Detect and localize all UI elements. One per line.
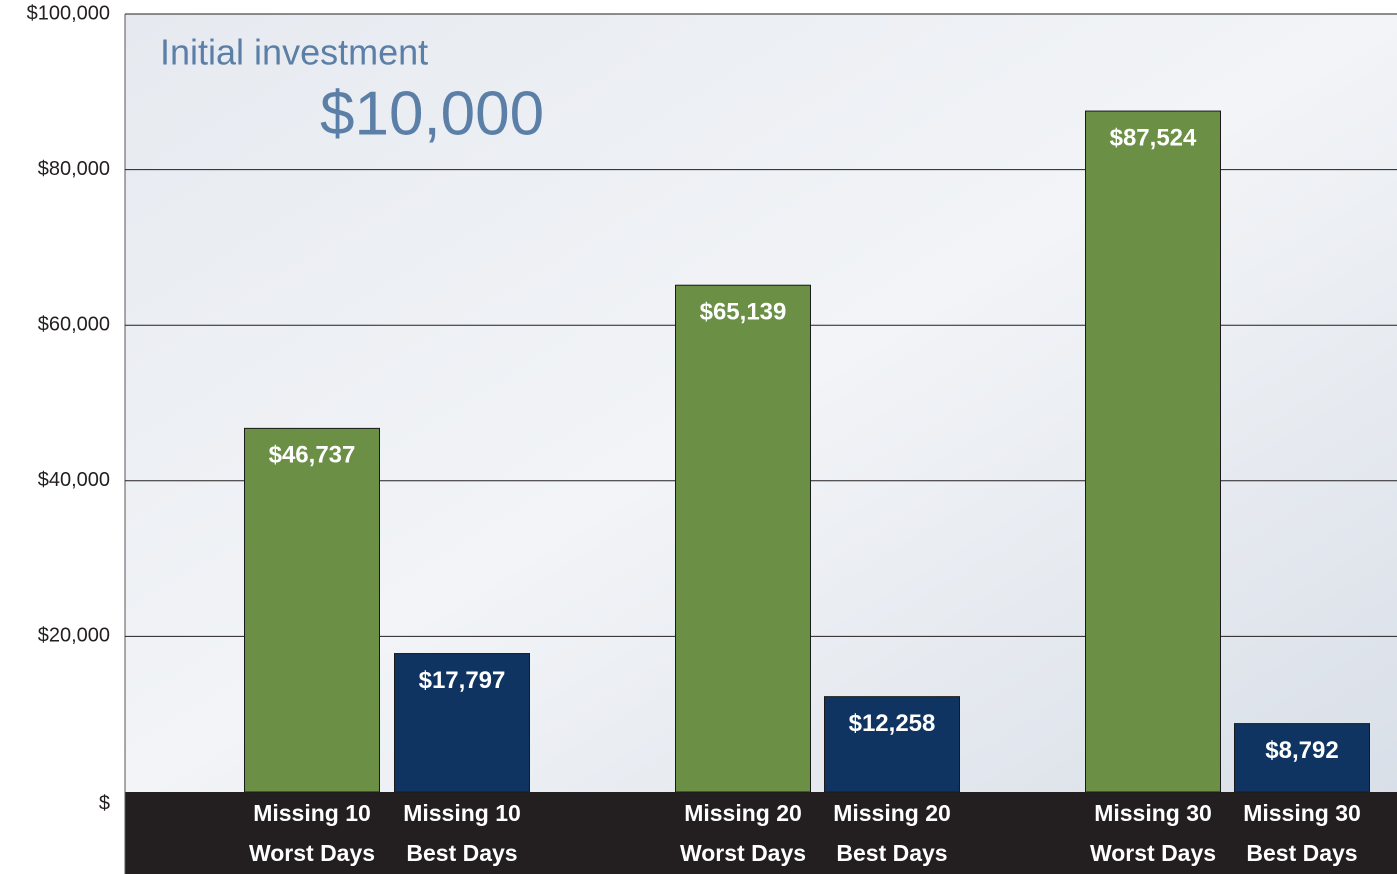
annotation: $10,000 bbox=[320, 79, 544, 148]
x-tick-label: Best Days bbox=[836, 840, 947, 866]
bar bbox=[244, 427, 380, 793]
data-label: $17,797 bbox=[419, 667, 506, 694]
x-tick-label: Missing 10 bbox=[253, 800, 371, 826]
data-label: $87,524 bbox=[1110, 124, 1197, 151]
y-tick-label: $80,000 bbox=[38, 158, 110, 180]
x-tick-label: Missing 20 bbox=[833, 800, 951, 826]
data-label: $8,792 bbox=[1265, 737, 1338, 764]
bar bbox=[1234, 723, 1370, 793]
x-tick-label: Worst Days bbox=[249, 840, 375, 866]
bar bbox=[824, 696, 960, 793]
x-tick-label: Worst Days bbox=[1090, 840, 1216, 866]
y-tick-label: $ bbox=[99, 792, 110, 814]
x-tick-label: Missing 10 bbox=[403, 800, 521, 826]
bar bbox=[1085, 110, 1221, 793]
x-tick-label: Missing 30 bbox=[1243, 800, 1361, 826]
y-tick-label: $60,000 bbox=[38, 313, 110, 335]
category-band bbox=[125, 792, 1397, 874]
bar bbox=[675, 284, 811, 793]
data-label: $12,258 bbox=[849, 710, 936, 737]
x-tick-label: Worst Days bbox=[680, 840, 806, 866]
y-tick-label: $100,000 bbox=[27, 2, 110, 24]
y-tick-label: $20,000 bbox=[38, 625, 110, 647]
x-tick-label: Best Days bbox=[1246, 840, 1357, 866]
x-tick-label: Missing 20 bbox=[684, 800, 802, 826]
annotation: Initial investment bbox=[160, 32, 428, 73]
data-label: $65,139 bbox=[700, 299, 787, 326]
x-tick-label: Best Days bbox=[406, 840, 517, 866]
y-tick-label: $40,000 bbox=[38, 469, 110, 491]
data-label: $46,737 bbox=[269, 442, 356, 469]
x-tick-label: Missing 30 bbox=[1094, 800, 1212, 826]
bar bbox=[394, 653, 530, 793]
